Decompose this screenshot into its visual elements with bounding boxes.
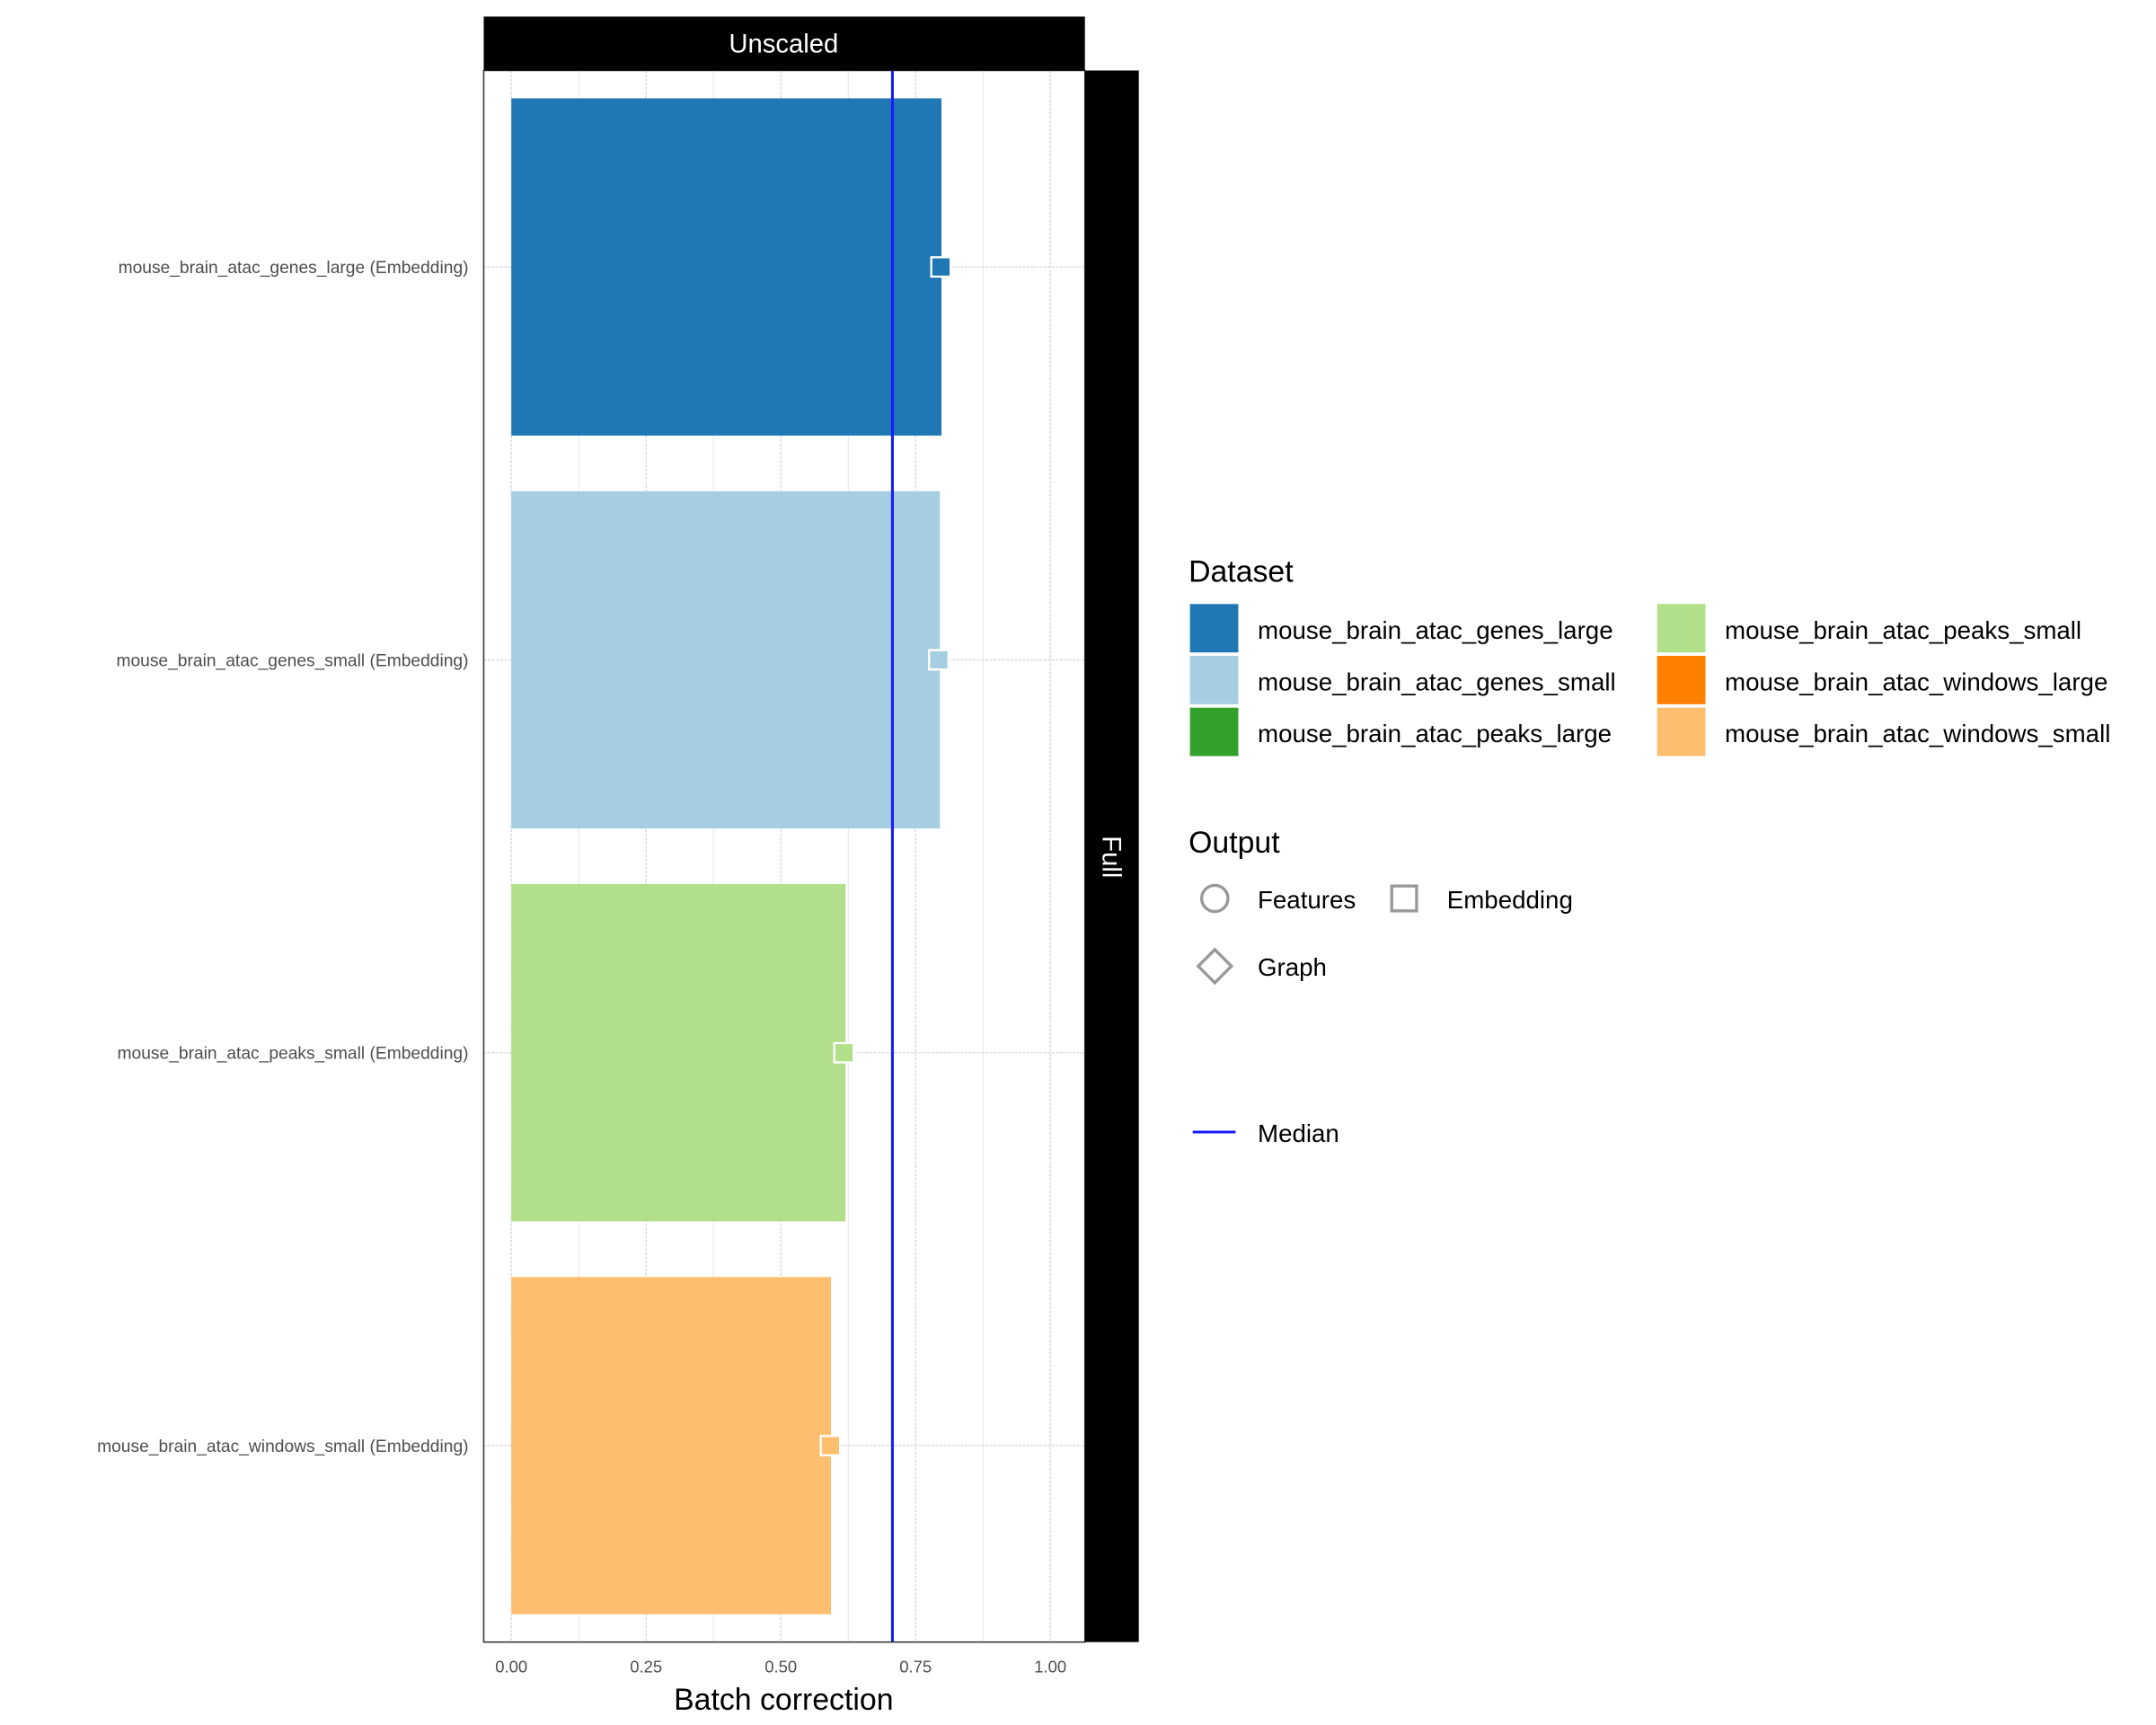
facet-strip-top: [483, 16, 1085, 71]
x-tick-label: 0.75: [899, 1658, 932, 1676]
legend-label: mouse_brain_atac_genes_small: [1258, 668, 1616, 695]
facet-strip-right-label: Full: [1097, 836, 1126, 878]
legend-label: mouse_brain_atac_peaks_large: [1258, 720, 1612, 748]
legend: Dataset Output mouse_brain_atac_genes_la…: [1188, 555, 2110, 1147]
y-tick-label: mouse_brain_atac_genes_small (Embedding): [116, 651, 468, 670]
y-tick-label: mouse_brain_atac_peaks_small (Embedding): [118, 1045, 469, 1064]
x-axis-title: Batch correction: [674, 1683, 893, 1717]
x-tick-label: 0.50: [764, 1658, 797, 1676]
legend-label: mouse_brain_atac_windows_small: [1725, 720, 2110, 748]
legend-swatch: [1189, 707, 1239, 756]
legend-output-label: Embedding: [1447, 886, 1573, 914]
legend-swatch: [1657, 707, 1706, 756]
bar: [511, 884, 846, 1222]
x-tick-label: 0.25: [630, 1658, 662, 1676]
diamond-icon: [1196, 947, 1234, 986]
bar: [511, 491, 941, 829]
circle-icon: [1200, 883, 1230, 914]
legend-title-output: Output: [1188, 826, 1280, 860]
legend-output-label: Graph: [1258, 953, 1327, 981]
y-tick-label: mouse_brain_atac_windows_small (Embeddin…: [97, 1438, 468, 1456]
y-tick-label: mouse_brain_atac_genes_large (Embedding): [119, 259, 469, 278]
x-tick-label: 0.00: [495, 1658, 527, 1676]
bar: [511, 1277, 832, 1614]
plot-panel: 0.00 0.25 0.50 0.75 1.00 mouse_brain_atac_gen…: [97, 69, 1086, 1676]
legend-swatch: [1189, 656, 1239, 704]
point-square: [930, 256, 952, 279]
x-tick-label: 1.00: [1034, 1658, 1066, 1676]
legend-swatch: [1189, 604, 1239, 653]
legend-title-dataset: Dataset: [1188, 555, 1294, 589]
legend-label: mouse_brain_atac_windows_large: [1725, 668, 2107, 695]
legend-label: mouse_brain_atac_peaks_small: [1725, 616, 2081, 644]
legend-median-label: Median: [1258, 1119, 1339, 1147]
legend-swatch: [1657, 656, 1706, 704]
point-square: [833, 1041, 855, 1064]
bar: [511, 98, 942, 436]
square-icon: [1390, 884, 1418, 913]
facet-strip-top-label: Unscaled: [729, 30, 838, 58]
point-square: [819, 1435, 842, 1456]
legend-label: mouse_brain_atac_genes_large: [1258, 616, 1613, 644]
facet-strip-right: [1084, 70, 1139, 1642]
legend-swatch: [1657, 604, 1706, 653]
legend-output-label: Features: [1258, 886, 1356, 914]
point-square: [928, 649, 950, 671]
